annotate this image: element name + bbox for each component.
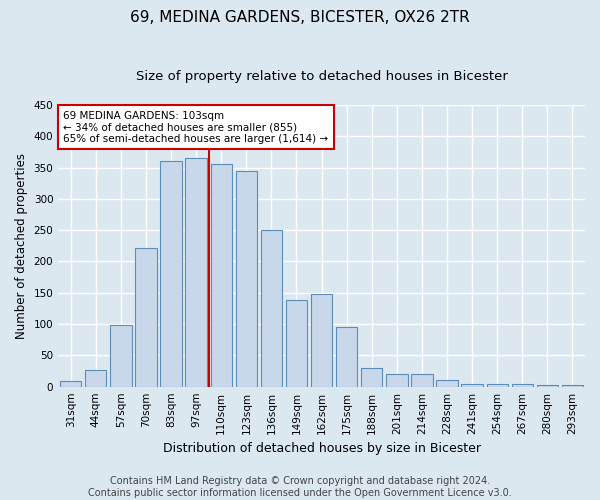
- Bar: [487, 384, 508, 386]
- Bar: [136, 248, 157, 386]
- Bar: [236, 172, 257, 386]
- Bar: [411, 374, 433, 386]
- Y-axis label: Number of detached properties: Number of detached properties: [15, 153, 28, 339]
- Title: Size of property relative to detached houses in Bicester: Size of property relative to detached ho…: [136, 70, 508, 83]
- Bar: [286, 300, 307, 386]
- Bar: [537, 385, 558, 386]
- Bar: [211, 164, 232, 386]
- Bar: [361, 368, 382, 386]
- Bar: [336, 326, 358, 386]
- X-axis label: Distribution of detached houses by size in Bicester: Distribution of detached houses by size …: [163, 442, 481, 455]
- Bar: [110, 324, 131, 386]
- Bar: [311, 294, 332, 386]
- Bar: [85, 370, 106, 386]
- Bar: [461, 384, 483, 386]
- Bar: [60, 381, 82, 386]
- Bar: [185, 158, 207, 386]
- Text: 69 MEDINA GARDENS: 103sqm
← 34% of detached houses are smaller (855)
65% of semi: 69 MEDINA GARDENS: 103sqm ← 34% of detac…: [64, 110, 329, 144]
- Bar: [160, 162, 182, 386]
- Bar: [512, 384, 533, 386]
- Text: Contains HM Land Registry data © Crown copyright and database right 2024.
Contai: Contains HM Land Registry data © Crown c…: [88, 476, 512, 498]
- Bar: [261, 230, 282, 386]
- Text: 69, MEDINA GARDENS, BICESTER, OX26 2TR: 69, MEDINA GARDENS, BICESTER, OX26 2TR: [130, 10, 470, 25]
- Bar: [562, 385, 583, 386]
- Bar: [436, 380, 458, 386]
- Bar: [386, 374, 407, 386]
